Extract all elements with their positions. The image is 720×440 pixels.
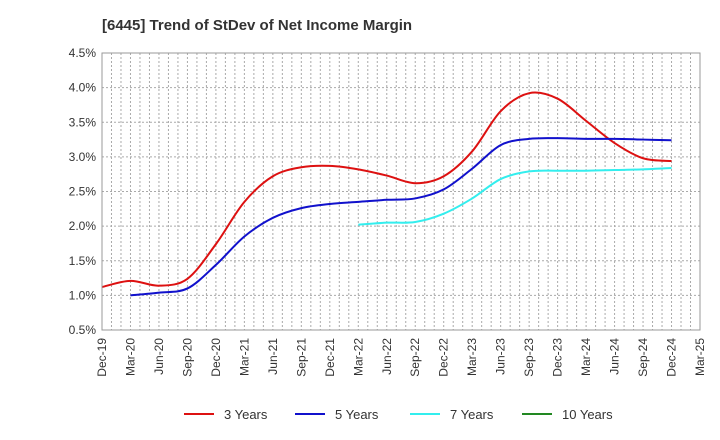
y-tick-label: 1.5%: [69, 254, 97, 268]
y-tick-label: 3.5%: [69, 115, 97, 129]
y-axis: 0.5% 1.0% 1.5% 2.0% 2.5% 3.0% 3.5% 4.0% 4.5%: [69, 46, 97, 337]
legend-label: 5 Years: [335, 407, 379, 422]
x-tick-label: Jun-20: [152, 338, 166, 375]
x-tick-label: Mar-22: [351, 338, 365, 376]
x-tick-label: Sep-24: [636, 338, 650, 377]
chart-title: [6445] Trend of StDev of Net Income Marg…: [102, 17, 412, 34]
x-tick-label: Jun-22: [380, 338, 394, 375]
x-tick-label: Sep-23: [522, 338, 536, 377]
legend-label: 7 Years: [450, 407, 494, 422]
x-tick-label: Mar-24: [579, 338, 593, 376]
series-line-3-years: [101, 91, 672, 289]
y-tick-label: 0.5%: [69, 323, 97, 337]
x-tick-label: Jun-23: [494, 338, 508, 375]
x-tick-label: Sep-21: [294, 338, 308, 377]
x-tick-label: Mar-23: [465, 338, 479, 376]
y-tick-label: 3.0%: [69, 150, 97, 164]
x-tick-label: Dec-21: [323, 338, 337, 377]
legend-label: 10 Years: [562, 407, 613, 422]
x-tick-label: Dec-19: [95, 338, 109, 377]
series-line-5-years: [130, 137, 672, 297]
x-axis: Dec-19 Mar-20 Jun-20 Sep-20 Dec-20 Mar-21 Jun-…: [95, 338, 707, 377]
legend-label: 3 Years: [224, 407, 268, 422]
y-tick-label: 2.0%: [69, 219, 97, 233]
y-tick-label: 1.0%: [69, 288, 97, 302]
x-tick-label: Mar-21: [237, 338, 251, 376]
x-tick-label: Dec-20: [209, 338, 223, 377]
legend: 3 Years 5 Years 7 Years 10 Years: [184, 407, 613, 422]
x-tick-label: Mar-20: [123, 338, 137, 376]
x-tick-label: Sep-20: [180, 338, 194, 377]
plot-frame: [101, 52, 701, 331]
y-tick-label: 2.5%: [69, 185, 97, 199]
y-tick-label: 4.5%: [69, 46, 97, 60]
x-tick-label: Sep-22: [408, 338, 422, 377]
x-tick-label: Jun-24: [608, 338, 622, 375]
x-tick-label: Dec-24: [665, 338, 679, 377]
x-tick-label: Mar-25: [693, 338, 707, 376]
x-tick-label: Dec-23: [551, 338, 565, 377]
series-line-7-years: [358, 166, 672, 226]
x-tick-label: Jun-21: [266, 338, 280, 375]
grid-lines: [102, 53, 700, 330]
series-group: [101, 91, 672, 297]
x-tick-label: Dec-22: [437, 338, 451, 377]
y-tick-label: 4.0%: [69, 81, 97, 95]
